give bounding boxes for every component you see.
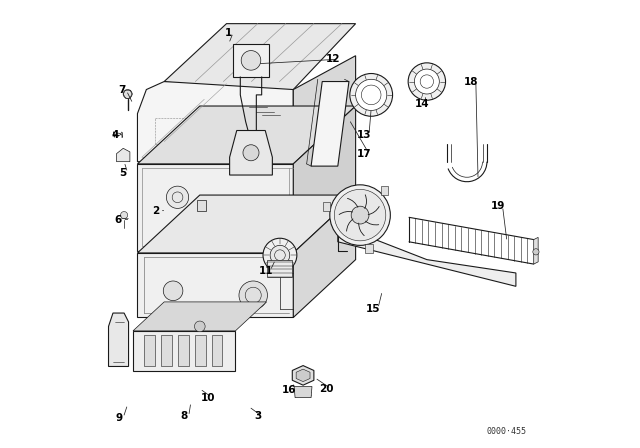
Circle shape <box>408 63 445 100</box>
Text: 20: 20 <box>319 384 334 394</box>
Polygon shape <box>178 335 189 366</box>
Polygon shape <box>534 237 538 264</box>
Polygon shape <box>268 260 292 277</box>
Polygon shape <box>133 331 236 371</box>
Text: 6: 6 <box>115 215 122 224</box>
Polygon shape <box>195 335 205 366</box>
Polygon shape <box>196 199 207 211</box>
Polygon shape <box>296 369 310 382</box>
Polygon shape <box>311 82 349 166</box>
Text: 14: 14 <box>415 99 429 109</box>
Circle shape <box>533 249 539 255</box>
Text: 15: 15 <box>366 304 381 314</box>
Text: 12: 12 <box>326 54 340 64</box>
Text: 1: 1 <box>225 28 232 38</box>
Polygon shape <box>233 44 269 77</box>
Polygon shape <box>138 195 356 253</box>
Circle shape <box>239 281 268 310</box>
Text: 7: 7 <box>118 86 125 95</box>
Polygon shape <box>292 366 314 385</box>
Text: 0000·455: 0000·455 <box>487 426 527 435</box>
Text: 8: 8 <box>180 411 188 421</box>
Polygon shape <box>230 130 273 175</box>
Circle shape <box>195 321 205 332</box>
Polygon shape <box>138 253 293 318</box>
Polygon shape <box>116 148 130 162</box>
Text: 9: 9 <box>115 413 122 422</box>
Polygon shape <box>144 335 155 366</box>
Circle shape <box>334 190 386 241</box>
Circle shape <box>163 281 183 301</box>
Polygon shape <box>138 164 293 251</box>
Polygon shape <box>164 24 356 90</box>
Polygon shape <box>133 302 267 331</box>
Circle shape <box>243 145 259 161</box>
Circle shape <box>350 73 392 116</box>
Circle shape <box>241 51 260 70</box>
Circle shape <box>166 186 189 208</box>
Polygon shape <box>293 106 356 251</box>
Polygon shape <box>161 335 172 366</box>
Polygon shape <box>365 244 372 253</box>
Text: 4: 4 <box>111 130 119 140</box>
Circle shape <box>270 246 290 265</box>
Text: 5: 5 <box>120 168 127 178</box>
Polygon shape <box>338 228 516 286</box>
Circle shape <box>351 206 369 224</box>
Polygon shape <box>294 387 312 398</box>
Text: 19: 19 <box>491 201 505 211</box>
Text: 16: 16 <box>282 385 296 395</box>
Text: 3: 3 <box>254 411 261 421</box>
Polygon shape <box>138 82 293 162</box>
Circle shape <box>120 211 127 219</box>
Polygon shape <box>109 313 129 366</box>
Text: 13: 13 <box>357 130 372 140</box>
Text: 18: 18 <box>464 77 479 86</box>
Polygon shape <box>346 199 356 211</box>
Polygon shape <box>381 186 388 195</box>
Circle shape <box>414 69 439 94</box>
Polygon shape <box>293 195 356 318</box>
Circle shape <box>356 79 387 111</box>
Text: 11: 11 <box>259 266 273 276</box>
Polygon shape <box>293 56 356 162</box>
Text: 2: 2 <box>152 206 159 215</box>
Polygon shape <box>138 106 356 164</box>
Circle shape <box>330 185 390 246</box>
Polygon shape <box>323 202 330 211</box>
Polygon shape <box>212 335 223 366</box>
Text: 10: 10 <box>200 392 215 403</box>
Circle shape <box>263 238 297 272</box>
Circle shape <box>124 90 132 99</box>
Text: 17: 17 <box>357 149 372 159</box>
